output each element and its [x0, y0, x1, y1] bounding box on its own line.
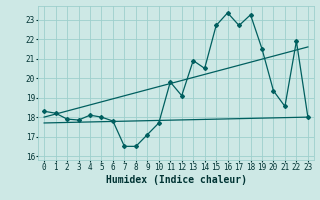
X-axis label: Humidex (Indice chaleur): Humidex (Indice chaleur): [106, 175, 246, 185]
